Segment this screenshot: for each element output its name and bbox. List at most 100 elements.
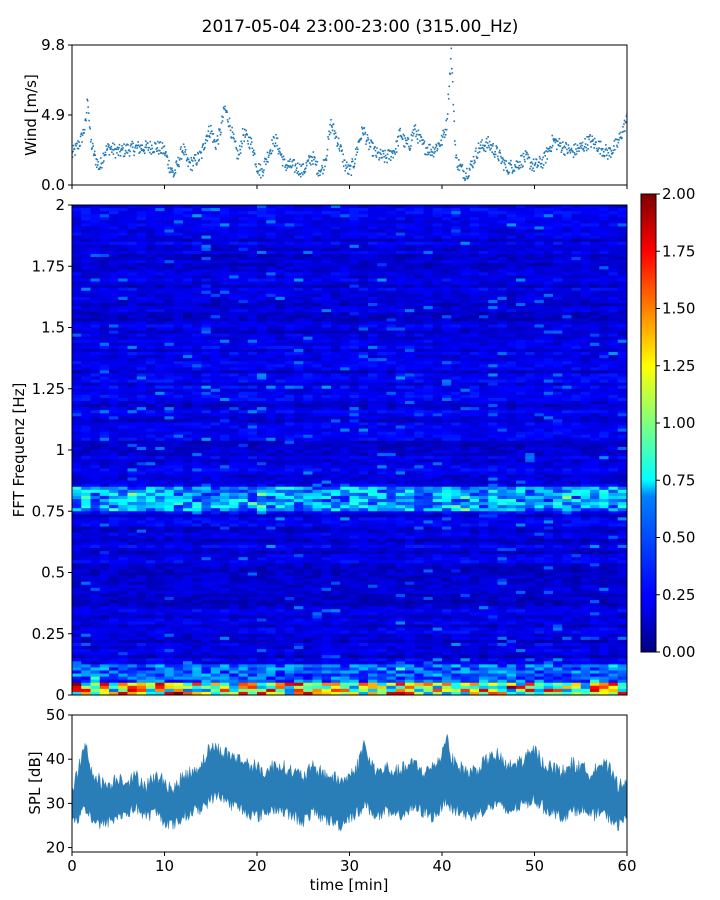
spectrogram-cell xyxy=(136,361,147,365)
spectrogram-cell xyxy=(451,333,461,337)
spectrogram-cell xyxy=(72,226,82,230)
spectrogram-cell xyxy=(432,284,443,288)
wind-point xyxy=(282,155,285,158)
spectrogram-cell xyxy=(331,385,341,390)
wind-point xyxy=(95,158,98,160)
spectrogram-cell xyxy=(562,327,572,331)
spectrogram-cell xyxy=(599,355,609,359)
spectrogram-cell xyxy=(469,348,480,353)
spectrogram-cell xyxy=(155,373,165,377)
spectrogram-cell xyxy=(331,324,341,328)
spectrogram-cell xyxy=(516,223,526,227)
spectrogram-cell xyxy=(294,330,304,334)
wind-point xyxy=(293,159,295,161)
spectrogram-cell xyxy=(127,217,138,221)
spectrogram-cell xyxy=(303,391,313,396)
spectrogram-cell xyxy=(516,336,526,341)
spectrogram-cell xyxy=(349,226,360,230)
wind-point xyxy=(386,161,388,164)
spectrogram-cell xyxy=(516,211,526,215)
spectrogram-cell xyxy=(275,352,286,356)
spectrogram-cell xyxy=(377,290,387,295)
spectrogram-cell xyxy=(451,257,461,261)
spectrogram-cell xyxy=(386,309,397,313)
wind-point xyxy=(588,135,591,138)
spectrogram-cell xyxy=(432,333,443,337)
spectrogram-cell xyxy=(321,223,332,227)
spectrogram-cell xyxy=(553,275,563,279)
wind-point xyxy=(173,173,176,175)
spectrogram-cell xyxy=(608,257,619,261)
spectrogram-cell xyxy=(90,250,101,255)
wind-point xyxy=(472,166,474,169)
spectrogram-cell xyxy=(442,364,452,368)
spectrogram-cell xyxy=(488,241,498,246)
wind-point xyxy=(72,156,74,158)
spectrogram-cell xyxy=(155,257,165,261)
wind-point xyxy=(159,149,161,152)
wind-point xyxy=(576,144,579,147)
wind-point xyxy=(117,148,119,151)
wind-point xyxy=(444,133,447,136)
spectrogram-cell xyxy=(553,232,563,236)
spectrogram-cell xyxy=(617,379,627,383)
spectrogram-cell xyxy=(451,361,461,365)
spectrogram-cell xyxy=(220,241,230,246)
spectrogram-cell xyxy=(229,247,239,252)
spectrogram-cell xyxy=(414,330,424,334)
spectrogram-cell xyxy=(562,254,572,258)
spectrogram-cell xyxy=(479,272,489,276)
spectrogram-cell xyxy=(192,275,202,279)
spectrogram-cell xyxy=(312,355,323,359)
spectrogram-cell xyxy=(284,333,295,337)
spectrogram-cell xyxy=(109,287,119,292)
spectrogram-cell xyxy=(192,205,202,209)
spectrogram-cell xyxy=(275,361,286,365)
wind-point xyxy=(559,145,562,147)
wind-point xyxy=(408,145,410,148)
spectrogram-cell xyxy=(349,339,360,344)
spectrogram-cell xyxy=(155,385,165,390)
wind-point xyxy=(446,113,449,115)
spectrogram-cell xyxy=(432,394,443,399)
spectrogram-cell xyxy=(192,266,202,270)
spectrogram-cell xyxy=(608,208,619,212)
spectrogram-cell xyxy=(229,303,239,307)
spectrogram-cell xyxy=(599,330,609,334)
spectrogram-cell xyxy=(210,401,221,405)
spectrogram-cell xyxy=(543,217,554,221)
spectrogram-cell xyxy=(136,348,147,353)
spectrogram-cell xyxy=(543,373,554,377)
spectrogram-cell xyxy=(590,358,600,362)
spectrogram-cell xyxy=(386,385,397,390)
spectrogram-cell xyxy=(340,342,350,347)
wind-point xyxy=(389,159,392,162)
wind-point xyxy=(608,154,611,157)
spectrogram-cell xyxy=(257,238,267,243)
spectrogram-cell xyxy=(340,361,350,365)
spectrogram-cell xyxy=(516,254,526,258)
spectrogram-cell xyxy=(442,208,452,212)
wind-point xyxy=(570,148,572,151)
spectrogram-cell xyxy=(99,232,110,236)
spectrogram-cell xyxy=(571,388,582,393)
spectrogram-cell xyxy=(266,315,276,319)
spectrogram-cell xyxy=(229,220,239,224)
spectrogram-cell xyxy=(312,244,323,249)
spectrogram-cell xyxy=(127,336,138,341)
spectrogram-cell xyxy=(109,391,119,396)
wind-point xyxy=(382,150,384,152)
spectrogram-cell xyxy=(321,275,332,279)
spectrogram-cell xyxy=(599,244,609,249)
spectrogram-cell xyxy=(405,214,415,218)
spectrogram-cell xyxy=(534,321,545,325)
wind-point xyxy=(155,143,157,145)
wind-point xyxy=(368,142,371,144)
spectrogram-cell xyxy=(368,214,378,218)
spectrogram-cell xyxy=(294,370,304,374)
spectrogram-cell xyxy=(275,250,286,255)
spectrogram-cell xyxy=(275,394,286,399)
spectrogram-cell xyxy=(534,391,545,396)
spectrogram-cell xyxy=(127,299,138,304)
spectrogram-cell xyxy=(146,385,156,390)
